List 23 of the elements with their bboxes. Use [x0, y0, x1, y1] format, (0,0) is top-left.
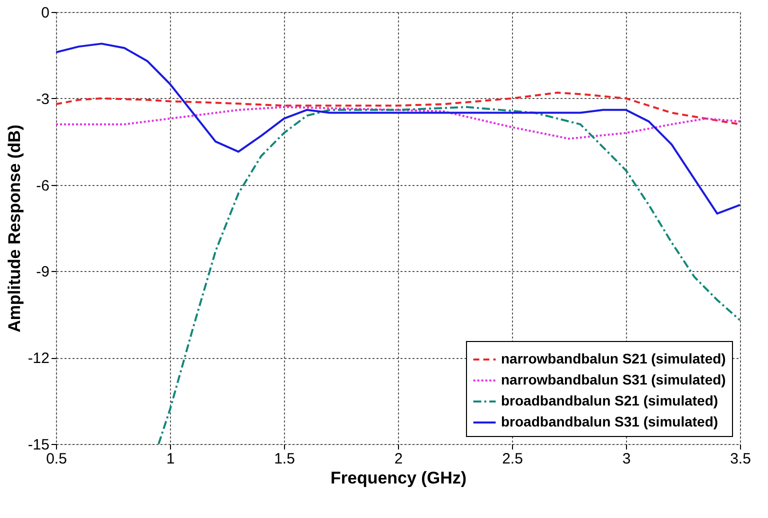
x-tick-label: 3 [622, 450, 631, 468]
y-tick-label: -12 [28, 350, 50, 368]
y-tick-label: -6 [36, 177, 50, 194]
x-tick-label: 1 [166, 450, 175, 468]
line-series [56, 42, 740, 215]
legend-label: narrowbandbalun S21 (simulated) [501, 350, 726, 366]
line-series [158, 106, 740, 444]
y-tick-label: -15 [28, 436, 50, 454]
x-tick-label: 2 [394, 450, 403, 468]
line-series [56, 92, 740, 126]
x-tick-label: 2.5 [502, 450, 523, 468]
x-axis-title: Frequency (GHz) [330, 468, 467, 488]
x-tick-label: 3.5 [730, 450, 751, 468]
x-tick-label: 0.5 [46, 450, 67, 468]
legend-label: narrowbandbalun S31 (simulated) [501, 372, 726, 388]
legend-label: broadbandbalun S21 (simulated) [501, 392, 718, 408]
y-tick-label: 0 [41, 4, 50, 22]
legend-label: broadbandbalun S31 (simulated) [501, 414, 718, 430]
y-tick-label: -9 [36, 264, 50, 281]
y-tick-label: -3 [36, 90, 50, 108]
y-axis-title: Amplitude Response (dB) [4, 124, 24, 332]
line-series [56, 106, 740, 140]
x-tick-label: 1.5 [274, 450, 295, 468]
